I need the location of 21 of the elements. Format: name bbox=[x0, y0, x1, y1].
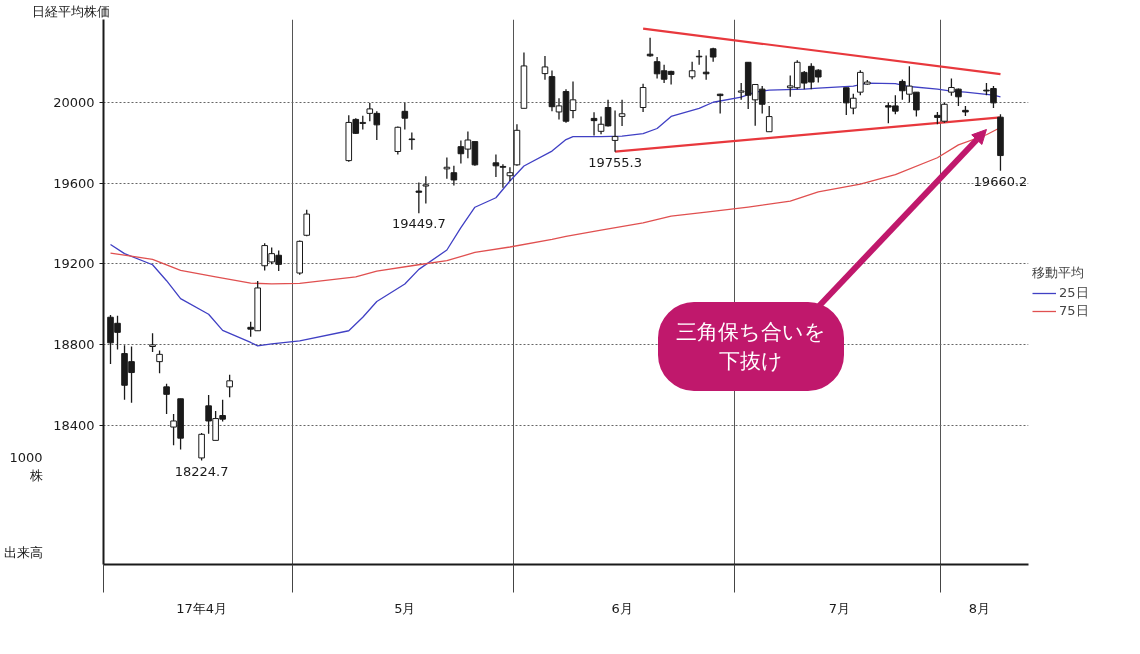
legend-title: 移動平均 bbox=[1032, 263, 1085, 282]
y-tick-label: 19600 bbox=[53, 175, 95, 191]
text: 出来高 bbox=[3, 545, 43, 561]
legend-label: 25日 bbox=[1059, 283, 1089, 302]
y-axis-title: 日経平均株価 bbox=[31, 3, 110, 19]
text: 19449.7 bbox=[391, 216, 446, 232]
x-tick-label: 8月 bbox=[968, 600, 991, 616]
annotation: 三角保ち合いを下抜け bbox=[676, 320, 826, 373]
x-tick-label: 5月 bbox=[394, 600, 416, 616]
legend-label: 75日 bbox=[1059, 301, 1089, 320]
text: 19660.2 bbox=[973, 173, 1028, 189]
x-tick-label: 7月 bbox=[828, 600, 850, 616]
text: 18224.7 bbox=[174, 463, 229, 479]
y-tick-label: 20000 bbox=[53, 94, 95, 110]
y-tick-label: 18800 bbox=[53, 336, 95, 352]
text: 1000 株 bbox=[9, 449, 43, 483]
y-tick-label: 18400 bbox=[53, 417, 95, 433]
text: 19755.3 bbox=[588, 154, 642, 170]
y-tick-label: 19200 bbox=[53, 256, 95, 272]
x-tick-label: 6月 bbox=[611, 600, 633, 616]
x-tick-label: 17年4月 bbox=[176, 600, 228, 616]
